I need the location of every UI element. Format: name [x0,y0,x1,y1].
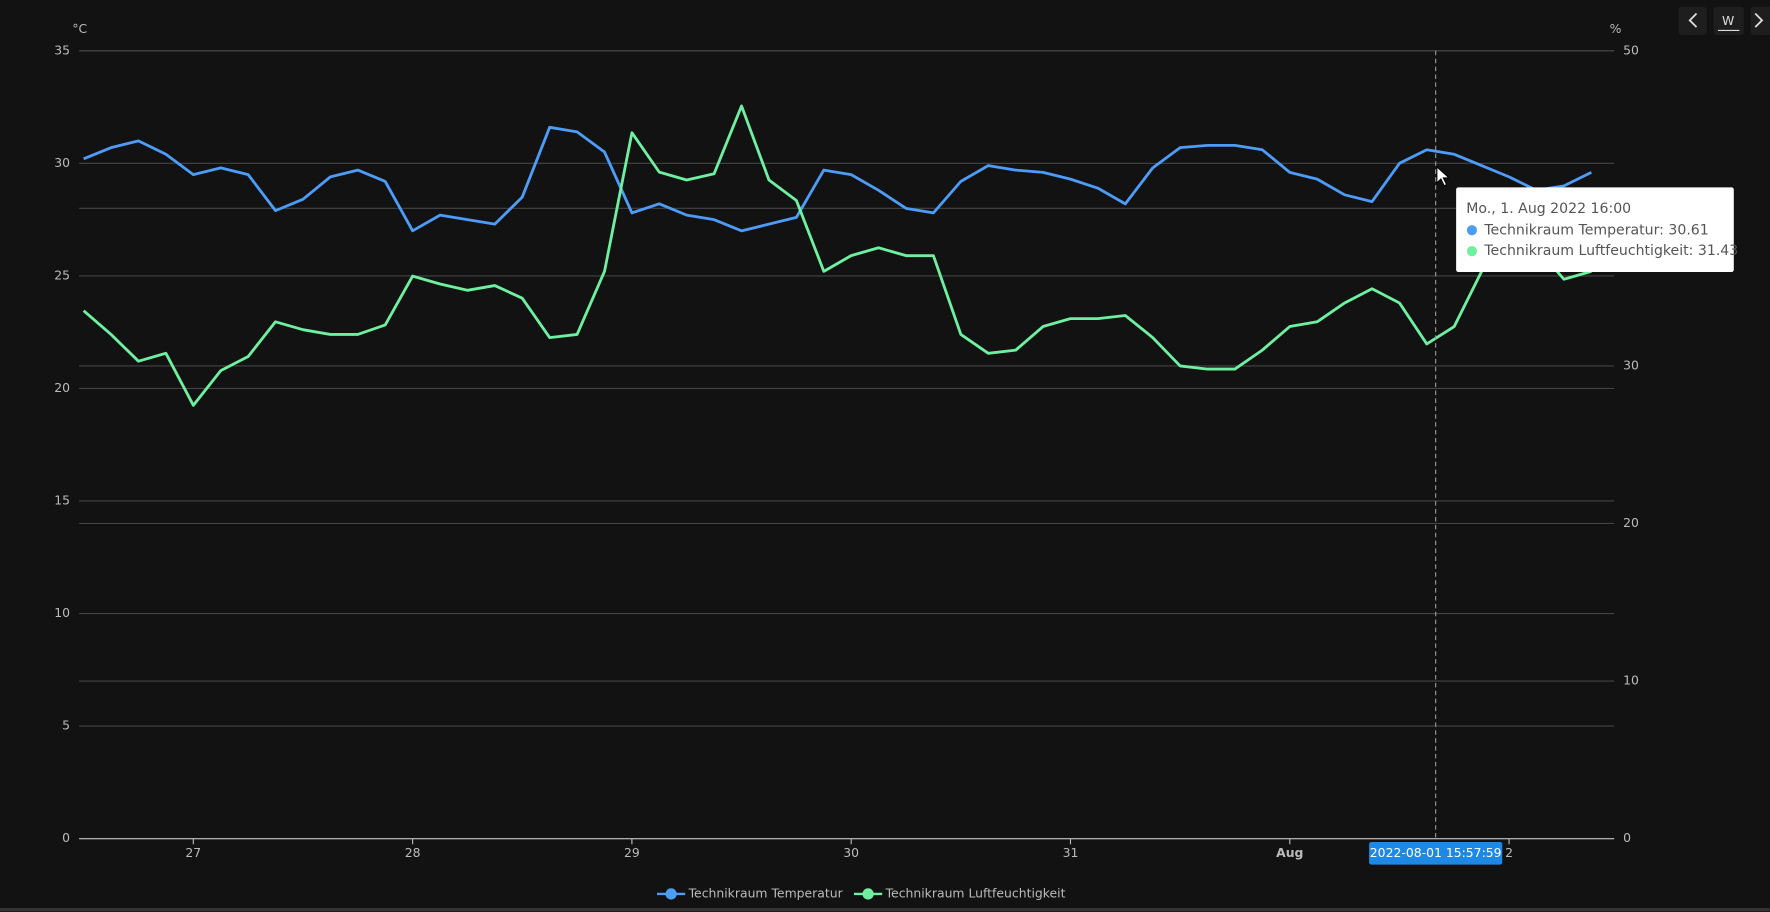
legend-marker [665,888,677,900]
x-tick-label: 2 [1505,845,1513,860]
tooltip-title: Mo., 1. Aug 2022 16:00 [1466,201,1631,217]
range-label: W [1722,13,1734,28]
y-tick-label: 5 [62,718,70,733]
tooltip-item: Technikraum Temperatur: 30.61 [1483,222,1708,238]
crosshair-label-box [1369,842,1503,865]
tooltip-marker [1466,246,1478,257]
toolbar: W [1678,6,1770,35]
y-tick-label: 10 [54,605,70,620]
series-line [83,125,1592,233]
y-tick-label: 35 [54,42,70,57]
series-line [82,104,1592,407]
x-tick-label: 31 [1063,845,1079,860]
y2-tick-label: 50 [1623,42,1639,57]
plot: 05101520253035010203040502728293031Aug22… [54,42,1738,900]
y2-tick-label: 10 [1623,673,1639,688]
y-tick-label: 25 [54,267,70,282]
x-tick-label: Aug [1276,845,1303,860]
legend-label[interactable]: Technikraum Temperatur [688,885,844,900]
range-button[interactable] [1713,6,1744,35]
y2-axis-unit: % [1610,21,1622,36]
tooltip-item: Technikraum Luftfeuchtigkeit: 31.43 [1483,243,1738,259]
y-tick-label: 15 [54,492,70,507]
crosshair-label: 2022-08-01 15:57:59 [1370,845,1502,860]
prev-icon [1688,12,1698,28]
tooltip: Mo., 1. Aug 2022 16:00 Technikraum Temper… [1456,187,1738,273]
tooltip-marker [1466,225,1478,236]
next-icon [1754,12,1764,28]
y-axis-unit: °C [72,21,87,36]
x-tick-label: 28 [405,845,421,860]
y-tick-label: 0 [62,830,70,845]
y2-tick-label: 30 [1623,357,1639,372]
cursor [1436,166,1450,187]
x-tick-label: 29 [624,845,640,860]
legend-label[interactable]: Technikraum Luftfeuchtigkeit [885,885,1066,900]
tooltip-box [1456,187,1734,273]
y2-tick-label: 0 [1623,830,1631,845]
y-tick-label: 20 [54,380,70,395]
x-tick-label: 27 [185,845,201,860]
y-tick-label: 30 [54,155,70,170]
x-tick-label: 30 [843,845,859,860]
legend-marker [862,888,874,900]
prev-button[interactable] [1678,6,1707,35]
y2-tick-label: 20 [1623,515,1639,530]
